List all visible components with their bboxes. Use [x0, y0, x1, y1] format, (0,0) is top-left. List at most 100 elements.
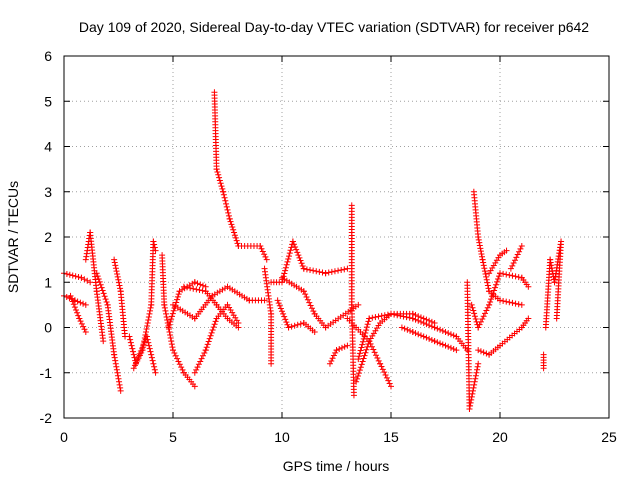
data-point: [223, 200, 230, 207]
data-point: [178, 364, 185, 371]
data-point: [170, 347, 176, 354]
data-point: [285, 255, 292, 262]
data-point: [232, 234, 239, 241]
data-point: [201, 349, 208, 356]
data-point: [480, 313, 487, 320]
data-point: [191, 279, 198, 286]
data-point: [483, 307, 490, 314]
data-point: [282, 316, 289, 323]
data-point: [99, 287, 106, 294]
data-point: [212, 318, 219, 325]
data-point: [553, 315, 560, 322]
data-point: [487, 298, 494, 305]
data-point: [417, 332, 424, 339]
data-point: [484, 279, 491, 286]
data-point: [331, 268, 338, 275]
data-point: [326, 360, 333, 367]
data-point: [362, 329, 369, 336]
data-point: [96, 278, 103, 285]
data-point: [404, 326, 411, 333]
data-point: [355, 301, 362, 308]
data-point: [375, 313, 382, 320]
chart-title: Day 109 of 2020, Sidereal Day-to-day VTE…: [79, 19, 589, 35]
data-point: [191, 383, 198, 390]
data-point: [179, 366, 186, 373]
data-point: [268, 360, 275, 367]
data-point: [234, 240, 241, 247]
data-point: [165, 324, 172, 331]
data-point: [277, 305, 284, 312]
data-point: [93, 270, 100, 277]
x-tick-label: 20: [492, 429, 508, 445]
data-point: [480, 259, 487, 266]
data-point: [187, 285, 194, 292]
data-point: [437, 326, 444, 333]
data-point: [111, 351, 118, 358]
data-point: [235, 324, 242, 331]
data-point: [330, 352, 337, 359]
data-point: [428, 318, 435, 325]
data-point: [540, 365, 547, 372]
data-point: [145, 316, 152, 323]
data-point: [193, 366, 200, 373]
data-point: [214, 168, 221, 175]
data-point: [359, 338, 366, 345]
data-point: [469, 304, 476, 311]
y-tick-label: 5: [44, 93, 52, 109]
data-point: [366, 338, 373, 345]
data-point: [217, 180, 224, 187]
data-point: [82, 329, 89, 336]
data-point: [285, 324, 292, 331]
data-point: [450, 332, 457, 339]
data-point: [302, 291, 309, 298]
data-point: [367, 340, 374, 347]
data-point: [477, 245, 484, 252]
data-point: [161, 301, 168, 308]
data-point: [299, 262, 306, 269]
data-point: [547, 256, 554, 263]
data-point: [362, 349, 369, 356]
data-point: [151, 241, 158, 248]
data-point: [286, 253, 293, 260]
data-point: [112, 360, 119, 367]
data-point: [310, 267, 317, 274]
data-point: [67, 292, 74, 299]
data-point: [75, 312, 82, 319]
data-point: [548, 262, 555, 269]
data-point: [166, 321, 173, 328]
data-point: [112, 265, 119, 272]
data-point: [475, 324, 482, 331]
data-point: [296, 254, 303, 261]
data-point: [401, 325, 408, 332]
data-point: [222, 197, 229, 204]
data-point: [472, 372, 479, 379]
data-point: [171, 349, 178, 356]
data-point: [224, 206, 231, 213]
data-point: [509, 272, 516, 279]
y-tick-label: 2: [44, 229, 52, 245]
data-point: [388, 383, 394, 390]
data-point: [140, 342, 147, 349]
data-point: [169, 344, 176, 351]
data-point: [197, 358, 204, 365]
data-point: [209, 326, 216, 333]
data-point: [439, 327, 446, 334]
data-point: [338, 266, 345, 273]
data-point: [358, 361, 365, 368]
data-point: [483, 276, 490, 283]
x-tick-label: 0: [60, 429, 68, 445]
data-point: [509, 262, 516, 269]
data-point: [361, 332, 368, 339]
data-point: [357, 364, 364, 371]
data-point: [407, 327, 414, 334]
data-point: [211, 321, 218, 328]
data-point: [482, 310, 489, 317]
data-point: [471, 313, 478, 320]
data-point: [371, 349, 378, 356]
data-point: [509, 299, 516, 306]
data-point: [115, 276, 122, 283]
data-point: [204, 341, 211, 348]
data-point: [151, 363, 158, 370]
data-point: [333, 347, 340, 354]
data-point: [356, 350, 363, 357]
